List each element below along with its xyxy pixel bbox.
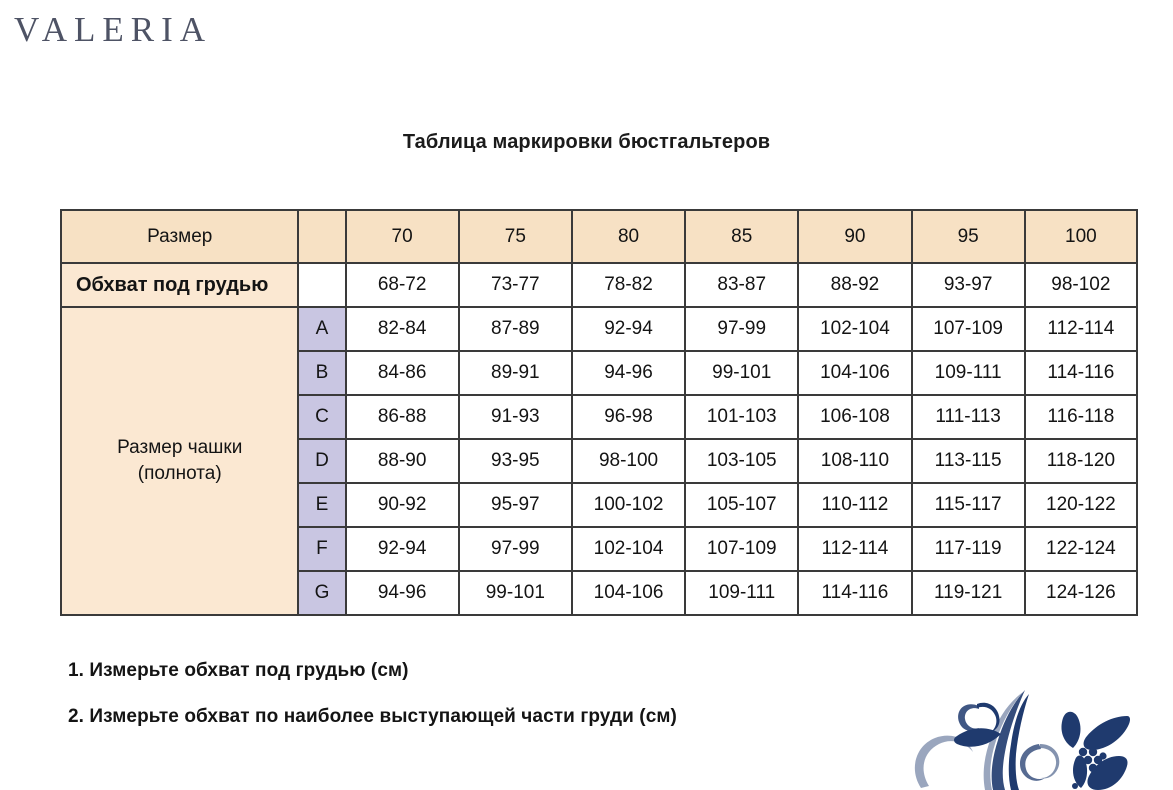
header-size-100: 100: [1023, 209, 1139, 264]
cup-a-value-75: 87-89: [457, 306, 573, 352]
cup-d-value-95: 113-115: [910, 438, 1026, 484]
cup-e-value-70: 90-92: [344, 482, 460, 528]
cup-c-value-95: 111-113: [910, 394, 1026, 440]
instruction-step-1: 1. Измерьте обхват под грудью (см): [68, 660, 409, 681]
cup-g-value-95: 119-121: [910, 570, 1026, 616]
header-size-95: 95: [910, 209, 1026, 264]
cup-label-line1: Размер чашки: [117, 437, 243, 459]
cup-e-value-90: 110-112: [797, 482, 913, 528]
header-size-90: 90: [797, 209, 913, 264]
cup-c-value-70: 86-88: [344, 394, 460, 440]
cup-e-value-95: 115-117: [910, 482, 1026, 528]
cup-letter-e: E: [297, 482, 347, 528]
row-label-cup-size: Размер чашки (полнота): [59, 306, 300, 616]
cup-label-line2: (полнота): [137, 463, 222, 484]
cup-c-value-80: 96-98: [570, 394, 687, 440]
table-row-cup-e: E 90-92 95-97 100-102 105-107 110-112 11…: [61, 482, 1139, 528]
underbust-value-85: 83-87: [684, 262, 800, 308]
instructions-list: 1. Измерьте обхват под грудью (см) 2. Из…: [68, 660, 908, 752]
cup-d-value-70: 88-90: [344, 438, 460, 484]
cup-a-value-90: 102-104: [797, 306, 913, 352]
cup-letter-d: D: [297, 438, 347, 484]
table-row-cup-f: F 92-94 97-99 102-104 107-109 112-114 11…: [61, 526, 1139, 572]
cup-f-value-80: 102-104: [570, 526, 687, 572]
instruction-step-2: 2. Измерьте обхват по наиболее выступающ…: [68, 706, 677, 727]
cup-d-value-75: 93-95: [457, 438, 573, 484]
cup-e-value-85: 105-107: [684, 482, 800, 528]
cup-f-value-100: 122-124: [1023, 526, 1139, 572]
cup-g-value-80: 104-106: [570, 570, 687, 616]
cup-g-value-85: 109-111: [684, 570, 800, 616]
cup-e-value-80: 100-102: [570, 482, 687, 528]
underbust-value-80: 78-82: [570, 262, 687, 308]
table-row-cup-d: D 88-90 93-95 98-100 103-105 108-110 113…: [61, 438, 1139, 484]
header-size-75: 75: [457, 209, 573, 264]
header-size-70: 70: [344, 209, 460, 264]
cup-c-value-85: 101-103: [684, 394, 800, 440]
table-row-cup-c: C 86-88 91-93 96-98 101-103 106-108 111-…: [61, 394, 1139, 440]
table-header-row: Размер 70 75 80 85 90 95 100: [59, 209, 1139, 264]
cup-b-value-90: 104-106: [797, 350, 913, 396]
underbust-value-75: 73-77: [457, 262, 573, 308]
cup-c-value-90: 106-108: [797, 394, 913, 440]
cup-letter-b: B: [297, 350, 347, 396]
cup-g-value-90: 114-116: [797, 570, 913, 616]
cup-a-value-85: 97-99: [684, 306, 800, 352]
cup-b-value-80: 94-96: [570, 350, 687, 396]
cup-g-value-100: 124-126: [1023, 570, 1139, 616]
cup-a-value-95: 107-109: [910, 306, 1026, 352]
cup-d-value-80: 98-100: [570, 438, 687, 484]
cup-a-value-80: 92-94: [570, 306, 687, 352]
cup-f-value-70: 92-94: [344, 526, 460, 572]
cup-c-value-100: 116-118: [1023, 394, 1139, 440]
cup-c-value-75: 91-93: [457, 394, 573, 440]
cup-b-value-100: 114-116: [1023, 350, 1139, 396]
cup-a-value-100: 112-114: [1023, 306, 1139, 352]
header-blank-cell: [297, 209, 347, 264]
cup-b-value-75: 89-91: [457, 350, 573, 396]
bra-size-table: Размер 70 75 80 85 90 95 100 Обхват под …: [59, 209, 1139, 616]
cup-f-value-85: 107-109: [684, 526, 800, 572]
cup-d-value-100: 118-120: [1023, 438, 1139, 484]
cup-e-value-75: 95-97: [457, 482, 573, 528]
cup-f-value-90: 112-114: [797, 526, 913, 572]
cup-d-value-85: 103-105: [684, 438, 800, 484]
row-label-underbust: Обхват под грудью: [59, 262, 300, 308]
underbust-value-95: 93-97: [910, 262, 1026, 308]
floral-ornament-icon: [914, 690, 1131, 790]
table-row-cup-a: Размер чашки (полнота) A 82-84 87-89 92-…: [59, 306, 1139, 616]
cup-f-value-95: 117-119: [910, 526, 1026, 572]
table-row-underbust: Обхват под грудью 68-72 73-77 78-82 83-8…: [59, 262, 1139, 308]
page-title: Таблица маркировки бюстгальтеров: [402, 131, 771, 153]
underbust-value-70: 68-72: [344, 262, 460, 308]
underbust-blank-cell: [297, 262, 347, 308]
table-row-cup-g: G 94-96 99-101 104-106 109-111 114-116 1…: [61, 570, 1139, 616]
cup-b-value-70: 84-86: [344, 350, 460, 396]
underbust-value-100: 98-102: [1023, 262, 1139, 308]
header-label-size: Размер: [59, 209, 300, 264]
cup-g-value-70: 94-96: [344, 570, 460, 616]
cup-e-value-100: 120-122: [1023, 482, 1139, 528]
cup-letter-c: C: [297, 394, 347, 440]
header-size-85: 85: [684, 209, 800, 264]
cup-b-value-85: 99-101: [684, 350, 800, 396]
underbust-value-90: 88-92: [797, 262, 913, 308]
cup-letter-f: F: [297, 526, 347, 572]
size-table-container: Размер 70 75 80 85 90 95 100 Обхват под …: [59, 209, 1139, 616]
table-row-cup-b: B 84-86 89-91 94-96 99-101 104-106 109-1…: [61, 350, 1139, 396]
cup-g-value-75: 99-101: [457, 570, 573, 616]
brand-logo: VALERIA: [14, 10, 213, 49]
cup-d-value-90: 108-110: [797, 438, 913, 484]
cup-letter-g: G: [297, 570, 347, 616]
cup-f-value-75: 97-99: [457, 526, 573, 572]
cup-b-value-95: 109-111: [910, 350, 1026, 396]
cup-a-value-70: 82-84: [344, 306, 460, 352]
cup-letter-a: A: [297, 306, 347, 352]
header-size-80: 80: [570, 209, 687, 264]
